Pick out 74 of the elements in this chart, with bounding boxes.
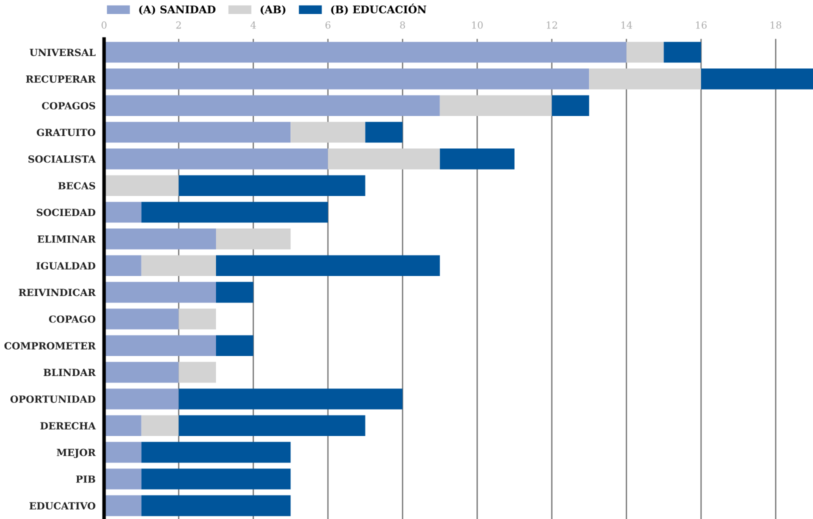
y-tick-label: SOCIEDAD [36, 208, 96, 216]
y-tick-label: COPAGO [49, 315, 96, 323]
bar [104, 42, 626, 63]
y-tick-label: REIVINDICAR [18, 288, 96, 296]
bar [141, 442, 291, 463]
x-tick-label: 14 [621, 21, 632, 29]
bar [104, 335, 216, 356]
bar [141, 495, 291, 516]
bar [365, 122, 403, 143]
bar [141, 202, 328, 223]
bar [216, 255, 440, 276]
bar [178, 308, 216, 330]
bar [104, 148, 328, 170]
bar [104, 228, 216, 250]
x-tick-label: 0 [102, 21, 107, 29]
y-tick-label: ELIMINAR [38, 236, 96, 243]
legend-label: (AB) [260, 5, 286, 15]
bar [104, 202, 142, 223]
x-tick-label: 8 [400, 21, 405, 29]
bar [178, 388, 403, 410]
bar [104, 95, 440, 116]
x-tick-label: 16 [696, 21, 707, 29]
y-tick-label: BECAS [58, 182, 96, 190]
bar [440, 95, 552, 116]
bar [664, 42, 702, 63]
y-tick-label: GRATUITO [36, 128, 96, 136]
bar [178, 362, 216, 383]
y-tick-label: IGUALDAD [36, 262, 96, 270]
y-tick-label: SOCIALISTA [28, 155, 96, 163]
legend-label: (A) SANIDAD [139, 5, 216, 15]
bar [626, 42, 664, 63]
bar [104, 308, 179, 330]
x-tick-label: 10 [472, 21, 483, 29]
y-tick-label: EDUCATIVO [29, 502, 96, 510]
bar [141, 468, 291, 490]
bar [589, 68, 702, 90]
bar [141, 415, 179, 436]
bar [104, 362, 179, 383]
bar [104, 255, 142, 276]
bar [552, 95, 590, 116]
bar [104, 388, 179, 410]
bar [104, 282, 216, 303]
y-tick-label: OPORTUNIDAD [10, 395, 96, 403]
x-tick-label: 12 [546, 21, 558, 29]
x-tick-label: 18 [770, 21, 782, 29]
bar [178, 175, 366, 196]
y-tick-label: BLINDAR [44, 368, 96, 376]
bar [328, 148, 440, 170]
x-tick-label: 4 [250, 21, 256, 29]
y-tick-label: PIB [76, 476, 96, 483]
y-tick-label: COPAGOS [42, 102, 96, 110]
legend-label: (B) EDUCACIÓN [331, 4, 426, 15]
bar [216, 335, 254, 356]
bar [104, 415, 142, 436]
y-tick-label: RECUPERAR [26, 75, 96, 83]
bar [104, 495, 142, 516]
y-tick-label: DERECHA [40, 422, 96, 430]
x-tick-label: 2 [176, 21, 181, 29]
bar [104, 175, 179, 196]
bar [290, 122, 366, 143]
bar [104, 468, 142, 490]
bar [104, 68, 590, 90]
bar [216, 228, 291, 250]
y-tick-label: COMPROMETER [4, 342, 96, 350]
bar [141, 255, 216, 276]
bar [440, 148, 514, 170]
bar [178, 415, 366, 436]
bar [216, 282, 254, 303]
x-tick-label: 6 [325, 21, 330, 29]
bar [104, 442, 142, 463]
bar [104, 122, 291, 143]
bar [701, 68, 813, 90]
y-tick-label: MEJOR [56, 448, 96, 458]
y-tick-label: UNIVERSAL [30, 48, 96, 56]
